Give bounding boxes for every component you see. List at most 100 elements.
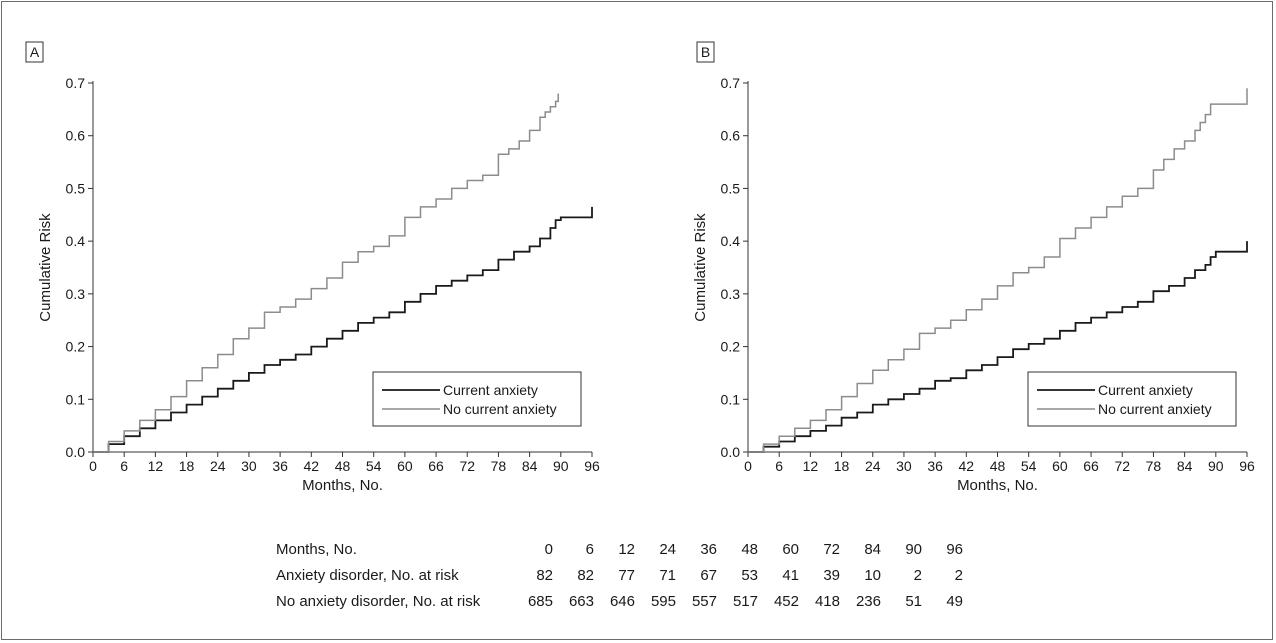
at-risk-cell: 71 (659, 566, 676, 584)
y-axis-label: Cumulative Risk (692, 213, 709, 322)
at-risk-cell: 0 (544, 540, 553, 558)
series-line-no-current-anxiety (93, 93, 559, 453)
y-tick-label: 0.5 (721, 180, 741, 196)
y-tick-label: 0.3 (66, 286, 86, 302)
legend-label: Current anxiety (1098, 382, 1193, 398)
y-tick-label: 0.0 (66, 444, 86, 460)
y-tick-label: 0.6 (66, 128, 86, 144)
y-axis-label: Cumulative Risk (37, 213, 54, 322)
at-risk-table: Months, No. 0 6 12 24 36 48 60 72 84 90 96 Anxiety d… (276, 536, 963, 614)
x-tick-label: 66 (1083, 458, 1099, 474)
panel-label-box (25, 41, 44, 63)
y-tick-label: 0.7 (721, 75, 741, 91)
at-risk-row-label: Months, No. (276, 540, 357, 558)
y-tick-label: 0.4 (721, 233, 741, 249)
at-risk-cell: 82 (577, 566, 594, 584)
legend-box (372, 371, 582, 427)
at-risk-cell: 452 (773, 592, 799, 610)
x-tick-label: 90 (553, 458, 569, 474)
panel-label: B (701, 44, 710, 60)
y-tick-label: 0.7 (66, 75, 86, 91)
y-tick-label: 0.1 (721, 391, 741, 407)
x-tick-label: 60 (397, 458, 413, 474)
at-risk-row: Anxiety disorder, No. at risk 82 82 77 71 67 5… (276, 562, 963, 588)
x-tick-label: 6 (120, 458, 128, 474)
at-risk-cell: 84 (864, 540, 881, 558)
x-tick-label: 18 (834, 458, 850, 474)
series-line-no-current-anxiety (748, 88, 1248, 453)
at-risk-cell: 24 (659, 540, 676, 558)
at-risk-cell: 60 (782, 540, 799, 558)
legend-label: Current anxiety (443, 382, 538, 398)
y-tick-label: 0.3 (721, 286, 741, 302)
at-risk-cell: 48 (741, 540, 758, 558)
at-risk-cell: 67 (700, 566, 717, 584)
at-risk-cell: 82 (536, 566, 553, 584)
x-tick-label: 60 (1052, 458, 1068, 474)
x-tick-label: 12 (148, 458, 164, 474)
at-risk-cell: 53 (741, 566, 758, 584)
at-risk-cell: 41 (782, 566, 799, 584)
y-tick-label: 0.6 (721, 128, 741, 144)
at-risk-row: No anxiety disorder, No. at risk 685 663 64… (276, 588, 963, 614)
x-tick-label: 12 (803, 458, 819, 474)
at-risk-cell: 646 (609, 592, 635, 610)
at-risk-cell: 418 (814, 592, 840, 610)
panel-label-box (696, 41, 715, 63)
at-risk-cell: 517 (732, 592, 758, 610)
at-risk-cell: 96 (946, 540, 963, 558)
at-risk-cell: 10 (864, 566, 881, 584)
at-risk-cell: 90 (905, 540, 922, 558)
x-tick-label: 48 (335, 458, 351, 474)
x-tick-label: 42 (304, 458, 320, 474)
x-tick-label: 24 (210, 458, 226, 474)
at-risk-cell: 51 (905, 592, 922, 610)
x-tick-label: 78 (1146, 458, 1162, 474)
x-tick-label: 0 (744, 458, 752, 474)
at-risk-cell: 2 (913, 566, 922, 584)
at-risk-cell: 39 (823, 566, 840, 584)
x-axis-label: Months, No. (957, 477, 1038, 494)
x-tick-label: 42 (959, 458, 975, 474)
at-risk-cell: 36 (700, 540, 717, 558)
x-tick-label: 30 (241, 458, 257, 474)
at-risk-row-label: Anxiety disorder, No. at risk (276, 566, 459, 584)
series-line-current-anxiety (93, 206, 593, 453)
legend-label: No current anxiety (1098, 401, 1212, 417)
at-risk-cell: 77 (618, 566, 635, 584)
x-tick-label: 24 (865, 458, 881, 474)
x-tick-label: 96 (584, 458, 600, 474)
x-tick-label: 66 (428, 458, 444, 474)
x-tick-label: 0 (89, 458, 97, 474)
panel-label: A (30, 44, 40, 60)
x-tick-label: 72 (1114, 458, 1130, 474)
x-axis-label: Months, No. (302, 477, 383, 494)
at-risk-row-label: No anxiety disorder, No. at risk (276, 592, 481, 610)
x-tick-label: 54 (366, 458, 382, 474)
at-risk-cell: 236 (855, 592, 881, 610)
y-tick-label: 0.4 (66, 233, 86, 249)
at-risk-cell: 663 (568, 592, 594, 610)
at-risk-cell: 685 (527, 592, 553, 610)
at-risk-row: Months, No. 0 6 12 24 36 48 60 72 84 90 96 (276, 536, 963, 562)
at-risk-cell: 12 (618, 540, 635, 558)
at-risk-cell: 6 (585, 540, 594, 558)
x-tick-label: 90 (1208, 458, 1224, 474)
at-risk-cell: 595 (650, 592, 676, 610)
series-line-current-anxiety (748, 241, 1248, 453)
at-risk-cell: 72 (823, 540, 840, 558)
at-risk-cell: 49 (946, 592, 963, 610)
x-tick-label: 30 (896, 458, 912, 474)
x-tick-label: 18 (179, 458, 195, 474)
legend-box (1027, 371, 1237, 427)
legend-label: No current anxiety (443, 401, 557, 417)
x-tick-label: 96 (1239, 458, 1255, 474)
x-tick-label: 78 (491, 458, 507, 474)
x-tick-label: 72 (459, 458, 475, 474)
x-tick-label: 6 (775, 458, 783, 474)
x-tick-label: 48 (990, 458, 1006, 474)
x-tick-label: 84 (1177, 458, 1193, 474)
x-tick-label: 54 (1021, 458, 1037, 474)
